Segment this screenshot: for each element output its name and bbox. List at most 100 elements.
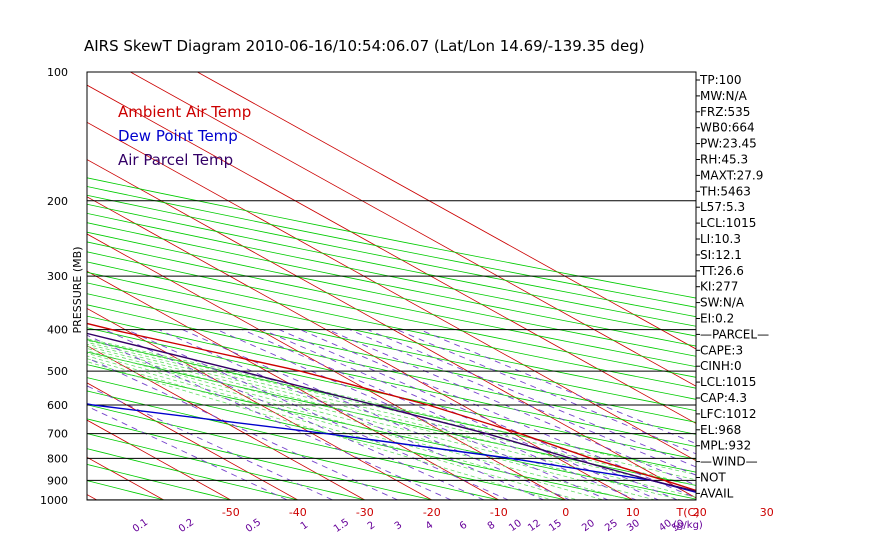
mixing-ratio-label: 0.1 [131, 517, 150, 535]
dry-adiabat-line [87, 418, 434, 500]
index-entry: TT:26.6 [699, 264, 744, 278]
moist-adiabat-line [87, 345, 696, 498]
mixing-unit-label: (g/kg) [673, 520, 703, 531]
mixing-ratio-label: 0.2 [177, 517, 196, 535]
dry-adiabat-line [87, 293, 696, 423]
dry-adiabat-line [87, 194, 696, 318]
mixing-ratio-label: 30 [625, 518, 642, 534]
pressure-tick-label: 300 [47, 270, 68, 283]
mixing-ratio-line [87, 357, 399, 500]
index-entry: RH:45.3 [700, 153, 748, 167]
index-entry: —PARCEL— [700, 327, 769, 341]
dry-adiabat-line [87, 463, 233, 500]
mixing-ratio-line [242, 329, 638, 500]
isotherm-line [0, 72, 30, 500]
bottom-temp-tick-label: 30 [760, 506, 774, 519]
isotherm-line [87, 307, 432, 500]
moist-adiabat-line [87, 340, 696, 481]
index-entry: MPL:932 [700, 439, 751, 453]
index-entry: CINH:0 [700, 359, 742, 373]
dry-adiabat-line [87, 377, 636, 500]
moist-adiabat-line [87, 341, 696, 486]
mixing-ratio-line [367, 329, 696, 468]
mixing-ratio-label: 1.5 [332, 517, 351, 535]
y-axis-label: PRESSURE (MB) [71, 247, 84, 334]
dry-adiabat-line [87, 404, 501, 500]
index-entry: LFC:1012 [700, 407, 757, 421]
index-entry: EL:968 [700, 423, 741, 437]
moist-adiabat-line [87, 350, 657, 500]
dry-adiabat-line [87, 177, 696, 299]
pressure-tick-label: 200 [47, 195, 68, 208]
index-entry: FRZ:535 [700, 105, 750, 119]
chart-title: AIRS SkewT Diagram 2010-06-16/10:54:06.0… [84, 37, 645, 55]
legend-entry: Air Parcel Temp [118, 151, 233, 169]
mixing-ratio-label: 10 [507, 518, 524, 534]
indices-panel: TP:100 MW:N/A FRZ:535 WB0:664 PW:23.45 RH:45.… [696, 73, 769, 500]
plot-frame [86, 71, 697, 501]
index-entry: MAXT:27.9 [700, 168, 763, 182]
moist-adiabat-line [87, 358, 580, 500]
index-entry: SI:12.1 [700, 248, 742, 262]
mixing-ratio-label: 15 [547, 518, 564, 534]
mixing-ratio-line [216, 329, 610, 500]
dry-adiabat-line [87, 282, 696, 412]
mixing-ratio-line [158, 329, 545, 500]
grid-layer [0, 72, 696, 500]
pressure-tick-label: 1000 [40, 494, 68, 507]
pressure-tick-label: 500 [47, 365, 68, 378]
index-entry: LI:10.3 [700, 232, 741, 246]
dry-adiabat-line [87, 390, 569, 500]
pressure-tick-label: 600 [47, 399, 68, 412]
mixing-ratio-label: 25 [603, 518, 620, 534]
index-entry: CAP:4.3 [700, 391, 747, 405]
mixing-ratio-line [104, 329, 486, 500]
bottom-temp-tick-label: -50 [222, 506, 240, 519]
isotherm-line [130, 72, 696, 387]
mixing-ratio-label: 12 [526, 518, 543, 534]
bottom-temp-tick-label: -10 [490, 506, 508, 519]
dry-adiabat-line [87, 351, 696, 486]
dry-adiabat-line [87, 315, 696, 447]
index-entry: TH:5463 [699, 184, 751, 198]
mixing-ratio-label: 1 [299, 520, 311, 533]
legend-entry: Dew Point Temp [118, 127, 238, 145]
pressure-tick-label: 100 [47, 66, 68, 79]
index-entry: MW:N/A [700, 89, 748, 103]
mixing-ratio-line [299, 329, 696, 499]
bottom-temp-tick-label: 0 [562, 506, 569, 519]
mixing-ratio-line [349, 329, 696, 476]
legend-entry: Ambient Air Temp [118, 103, 251, 121]
dry-adiabat-line [87, 304, 696, 435]
mixing-ratio-line [419, 329, 696, 445]
index-entry: LCL:1015 [700, 375, 756, 389]
isotherm-line [87, 345, 365, 500]
dry-adiabat-line [87, 231, 696, 357]
index-entry: CAPE:3 [700, 343, 743, 357]
dry-adiabat-line [87, 186, 696, 308]
isotherm-line [87, 233, 566, 500]
index-entry: PW:23.45 [700, 137, 757, 151]
mixing-ratio-line [327, 329, 696, 486]
isotherm-line [87, 419, 231, 500]
mixing-ratio-label: 20 [580, 518, 597, 534]
series-line [87, 322, 696, 492]
mixing-ratio-label: 0.5 [244, 517, 263, 535]
isotherm-line [87, 159, 696, 499]
profile-layer [87, 322, 696, 494]
moist-adiabat-line [87, 352, 631, 500]
isotherm-line [87, 382, 298, 500]
mixing-ratio-line [87, 334, 453, 500]
index-entry: EI:0.2 [700, 312, 734, 326]
dry-adiabat-line [87, 433, 367, 500]
mixing-ratio-line [396, 329, 696, 455]
bottom-temp-tick-label: 20 [693, 506, 707, 519]
mixing-ratio-label: 4 [424, 520, 436, 533]
index-entry: WB0:664 [700, 121, 755, 135]
index-entry: —WIND— [700, 455, 758, 469]
temp-unit-label: T(C) [676, 506, 700, 519]
index-entry: TP:100 [699, 73, 742, 87]
legend: Ambient Air Temp Dew Point Temp Air Parcel… [118, 103, 251, 169]
